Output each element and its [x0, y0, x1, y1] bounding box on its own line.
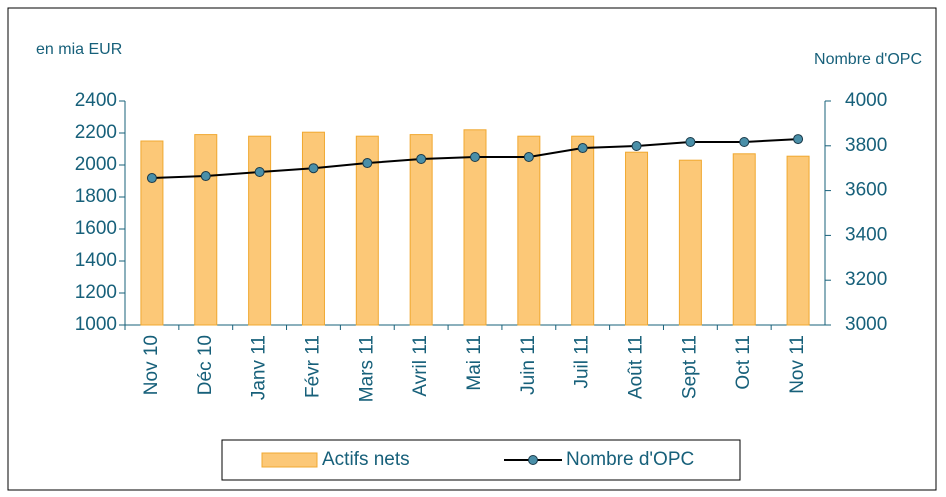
y-tick-label: 1800 — [75, 186, 117, 207]
bar — [732, 153, 756, 326]
x-tick-label: Sept 11 — [679, 335, 700, 399]
marker — [200, 171, 211, 182]
y-axis-label: en mia EUR — [36, 41, 122, 58]
y-tick-label: 1600 — [75, 218, 117, 239]
legend-label: Nombre d'OPC — [566, 449, 694, 470]
bar — [194, 134, 218, 326]
marker — [308, 163, 319, 174]
legend-swatch — [261, 452, 318, 468]
bar — [355, 135, 379, 326]
marker — [739, 136, 750, 147]
y2-tick-label: 3400 — [845, 224, 887, 245]
marker — [146, 173, 157, 184]
bar — [625, 151, 649, 326]
bar — [678, 159, 702, 326]
marker — [416, 154, 427, 165]
marker — [523, 152, 534, 162]
y2-tick-label: 4000 — [845, 90, 887, 111]
x-tick-label: Nov 11 — [787, 335, 808, 394]
bar — [571, 135, 595, 326]
y2-tick-label: 3000 — [845, 314, 887, 335]
legend-label: Actifs nets — [322, 449, 410, 470]
x-tick-label: Oct 11 — [733, 335, 754, 390]
y-tick-label: 1200 — [75, 282, 117, 303]
x-tick-label: Août 11 — [626, 335, 647, 399]
bar — [786, 155, 810, 326]
y-tick-label: 1000 — [75, 314, 117, 335]
marker — [470, 152, 480, 162]
x-tick-label: Mars 11 — [356, 335, 377, 402]
x-tick-label: Juil 11 — [572, 335, 593, 389]
marker — [362, 158, 373, 169]
y2-tick-label: 3800 — [845, 135, 887, 156]
x-tick-label: Avril 11 — [410, 335, 431, 397]
y2-tick-label: 3600 — [845, 180, 887, 201]
bar — [409, 134, 433, 326]
marker — [254, 167, 265, 178]
x-tick-label: Nov 10 — [141, 335, 162, 395]
bar — [301, 131, 325, 326]
bar — [463, 129, 487, 326]
y-tick-label: 2400 — [75, 90, 117, 111]
y-tick-label: 2000 — [75, 154, 117, 175]
marker — [577, 143, 588, 154]
x-tick-label: Janv 11 — [249, 335, 270, 400]
marker — [631, 141, 642, 152]
marker — [685, 136, 696, 147]
legend-marker — [528, 455, 538, 465]
y2-tick-label: 3200 — [845, 269, 887, 290]
x-tick-label: Déc 10 — [195, 335, 216, 395]
bar — [140, 140, 164, 326]
y2-axis-label: Nombre d'OPC — [814, 51, 922, 68]
y-tick-label: 1400 — [75, 250, 117, 271]
x-tick-label: Mai 11 — [464, 335, 485, 391]
x-tick-label: Juin 11 — [518, 335, 539, 395]
bar — [248, 135, 272, 326]
y-tick-label: 2200 — [75, 122, 117, 143]
x-tick-label: Févr 11 — [302, 335, 323, 398]
marker — [793, 134, 804, 145]
bar — [517, 135, 541, 326]
